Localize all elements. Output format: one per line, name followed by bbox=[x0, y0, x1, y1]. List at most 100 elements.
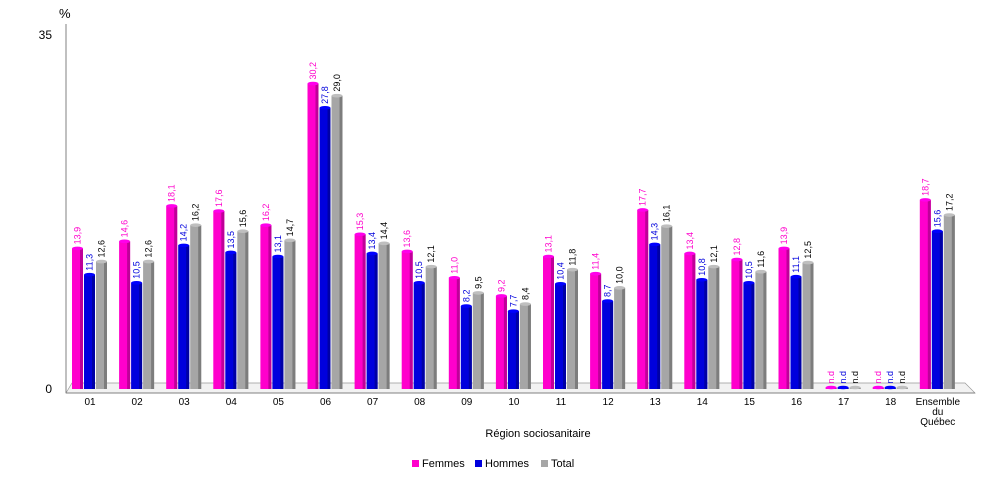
bar-side-shade bbox=[433, 266, 437, 389]
bar-total bbox=[425, 266, 437, 389]
bar-hommes bbox=[602, 301, 614, 389]
bar-side-shade bbox=[245, 231, 249, 389]
x-tick-label: 08 bbox=[414, 397, 426, 408]
bar-hommes bbox=[178, 245, 190, 389]
bar-total bbox=[331, 95, 343, 389]
data-label: n.d bbox=[826, 371, 836, 384]
data-label: 9,2 bbox=[496, 279, 506, 292]
bar-top-cap bbox=[213, 209, 225, 213]
data-label: 10,5 bbox=[132, 261, 142, 279]
bar-femmes bbox=[119, 241, 131, 389]
bar-top-cap bbox=[166, 204, 178, 208]
bar-side-shade bbox=[386, 243, 390, 389]
x-tick-label: 18 bbox=[885, 397, 897, 408]
bar-top-cap bbox=[366, 251, 378, 256]
legend-swatch-hommes bbox=[475, 460, 482, 467]
bar-hommes bbox=[413, 282, 425, 389]
x-tick-label: 09 bbox=[461, 397, 473, 408]
bar-top-cap bbox=[190, 223, 202, 227]
bar-femmes bbox=[72, 248, 83, 389]
bar-total bbox=[661, 226, 673, 389]
y-unit-label: % bbox=[59, 6, 71, 21]
bar-top-cap bbox=[143, 259, 155, 264]
bar-top-cap bbox=[72, 246, 83, 251]
x-tick-label-line: 14 bbox=[697, 397, 709, 408]
x-tick-label-line: Québec bbox=[920, 417, 955, 428]
legend-label-femmes: Femmes bbox=[422, 458, 465, 470]
x-tick-label: 17 bbox=[838, 397, 850, 408]
bar-top-cap bbox=[307, 81, 319, 86]
bar-top-cap bbox=[802, 260, 814, 265]
bar-top-cap bbox=[225, 250, 237, 255]
bar-side-shade bbox=[468, 306, 472, 389]
legend: Femmes Hommes Total bbox=[412, 458, 574, 470]
bar-top-cap bbox=[661, 224, 673, 228]
bar-side-shade bbox=[80, 248, 83, 389]
bar-top-cap bbox=[731, 257, 743, 262]
bar-top-cap bbox=[331, 93, 343, 98]
data-label: 11,1 bbox=[791, 256, 801, 273]
x-tick-label: 13 bbox=[650, 397, 662, 408]
bar-top-cap bbox=[84, 272, 95, 277]
bar-hommes bbox=[272, 256, 284, 389]
bar-top-cap bbox=[413, 281, 425, 285]
bar-side-shade bbox=[645, 209, 649, 389]
data-label: 10,0 bbox=[615, 266, 625, 284]
bar-side-shade bbox=[610, 301, 614, 389]
data-label: 14,4 bbox=[379, 222, 389, 240]
bar-top-cap bbox=[778, 246, 790, 251]
data-label: 17,7 bbox=[638, 188, 648, 206]
bar-hommes bbox=[649, 244, 661, 389]
bar-side-shade bbox=[669, 226, 673, 389]
bar-side-shade bbox=[704, 279, 708, 389]
data-label: 11,3 bbox=[85, 254, 95, 271]
data-label: 15,6 bbox=[238, 210, 248, 228]
x-tick-label-line: du bbox=[932, 407, 943, 418]
legend-swatch-total bbox=[541, 460, 548, 467]
bar-side-shade bbox=[174, 205, 178, 389]
bar-side-shade bbox=[763, 271, 767, 389]
bar-hommes bbox=[366, 253, 378, 389]
bar-side-shade bbox=[104, 261, 107, 389]
bar-side-shade bbox=[786, 248, 790, 389]
x-tick-label-line: 13 bbox=[650, 397, 662, 408]
bar-side-shade bbox=[456, 277, 460, 389]
bar-hommes bbox=[790, 276, 802, 389]
bar-total bbox=[237, 231, 249, 389]
bar-top-cap bbox=[590, 271, 602, 276]
x-tick-label: 06 bbox=[320, 397, 332, 408]
bar-femmes bbox=[543, 256, 554, 389]
data-label: 12,1 bbox=[709, 245, 719, 263]
x-tick-label: 02 bbox=[132, 397, 144, 408]
data-label: n.d bbox=[897, 371, 907, 384]
bar-top-cap bbox=[519, 302, 531, 306]
data-label: 15,6 bbox=[932, 210, 942, 228]
data-label: 8,2 bbox=[461, 290, 471, 303]
bar-top-cap bbox=[919, 198, 931, 202]
bar-top-cap bbox=[849, 385, 861, 390]
bar-total bbox=[472, 292, 484, 389]
bar-side-shade bbox=[327, 107, 331, 389]
bar-side-shade bbox=[951, 215, 955, 389]
bar-hommes bbox=[319, 107, 331, 389]
data-label: 11,4 bbox=[591, 253, 601, 270]
bar-femmes bbox=[401, 251, 413, 389]
bar-total bbox=[284, 240, 296, 389]
x-tick-label: 11 bbox=[556, 397, 567, 408]
x-tick-label: 05 bbox=[273, 397, 285, 408]
x-tick-label: 07 bbox=[367, 397, 379, 408]
bar-side-shade bbox=[598, 273, 602, 389]
bar-top-cap bbox=[708, 264, 720, 269]
data-label: 9,5 bbox=[473, 276, 483, 289]
bar-femmes bbox=[448, 277, 460, 389]
data-label: 13,6 bbox=[402, 230, 412, 248]
bar-side-shade bbox=[151, 261, 155, 389]
bar-top-cap bbox=[649, 242, 661, 247]
x-tick-label-line: 04 bbox=[226, 397, 238, 408]
bar-top-cap bbox=[602, 299, 614, 303]
bar-side-shade bbox=[374, 253, 378, 389]
bar-hommes bbox=[555, 283, 566, 389]
bar-top-cap bbox=[884, 385, 896, 390]
data-label: 8,7 bbox=[603, 284, 613, 297]
